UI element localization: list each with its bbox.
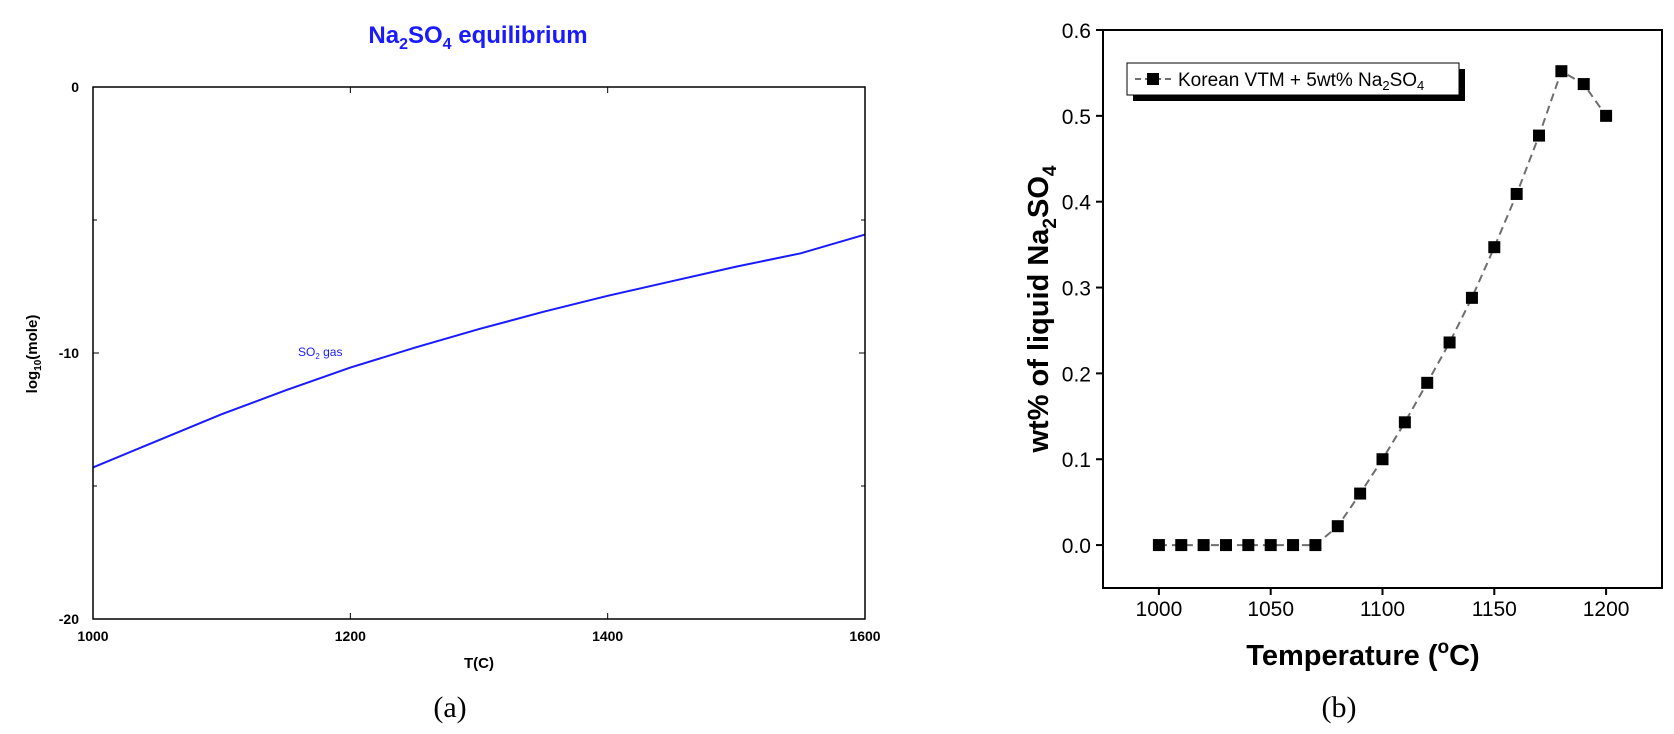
chart-a-title: Na2SO4 equilibrium: [368, 22, 587, 53]
data-point-marker: [1443, 336, 1456, 349]
chart-a-equilibrium: Na2SO4 equilibrium 1000 1200 1400 1600 0 -10…: [24, 22, 881, 724]
y-tick-label-b: 0.5: [1062, 106, 1091, 129]
data-point-marker: [1152, 539, 1165, 552]
legend-label: Korean VTM + 5wt% Na2SO4: [1178, 70, 1424, 93]
series-dashed-line: [1158, 69, 1607, 547]
data-point-marker: [1197, 539, 1210, 552]
data-point-marker: [1309, 539, 1322, 552]
y-tick-label-b: 0.2: [1062, 363, 1091, 386]
data-point-marker: [1264, 539, 1277, 552]
chart-a-series-label: SO2 gas: [298, 345, 342, 361]
y-tick-label-b: 0.1: [1062, 449, 1091, 472]
chart-a-x-axis-label: T(C): [464, 655, 494, 672]
y-tick-label-b: 0.6: [1062, 20, 1091, 43]
so2-gas-series-line: [92, 233, 866, 469]
x-tick-label-a: 1400: [592, 628, 623, 644]
y-tick-label-a: -20: [59, 611, 79, 627]
data-point-marker: [1287, 539, 1300, 552]
chart-b-y-axis-label: wt% of liquid Na2SO4: [1023, 165, 1061, 453]
chart-a-plot-frame: [92, 86, 866, 620]
caption-a: (a): [433, 691, 466, 724]
y-tick-label-b: 0.4: [1062, 192, 1092, 215]
data-point-marker: [1510, 187, 1523, 200]
data-point-marker: [1376, 453, 1389, 466]
data-point-marker: [1488, 241, 1501, 254]
data-point-marker: [1219, 539, 1232, 552]
x-tick-label-a: 1000: [77, 628, 108, 644]
chart-b-legend: Korean VTM + 5wt% Na2SO4: [1126, 62, 1465, 101]
caption-b: (b): [1322, 691, 1357, 724]
data-point-marker: [1555, 65, 1568, 78]
chart-b-liquid-na2so4: 1000 1050 1100 1150 1200 0.0 0.1 0.2 0.3 0.4 0.5 0…: [1023, 20, 1663, 724]
data-point-marker: [1398, 416, 1411, 429]
legend-box: [1126, 62, 1460, 96]
chart-b-plot-frame: [1102, 29, 1663, 589]
chart-a-y-axis-label: log10(mole): [24, 315, 44, 394]
data-point-marker: [1175, 539, 1188, 552]
x-tick-label-a: 1200: [335, 628, 366, 644]
y-tick-label-a: 0: [71, 79, 79, 95]
x-tick-label-b: 1200: [1583, 598, 1630, 621]
data-point-marker: [1533, 129, 1546, 142]
data-point-marker: [1331, 520, 1344, 533]
data-point-marker: [1577, 78, 1590, 91]
y-tick-label-b: 0.0: [1062, 535, 1091, 558]
x-tick-label-b: 1050: [1247, 598, 1294, 621]
x-tick-label-a: 1600: [849, 628, 880, 644]
x-tick-label-b: 1100: [1360, 598, 1405, 621]
data-point-marker: [1465, 291, 1478, 304]
x-tick-label-b: 1150: [1472, 598, 1517, 621]
data-point-marker: [1242, 539, 1255, 552]
data-point-marker: [1600, 109, 1613, 122]
chart-b-x-axis-label: Temperature (oC): [1246, 637, 1479, 672]
x-tick-label-b: 1000: [1136, 598, 1183, 621]
data-point-marker: [1421, 376, 1434, 389]
y-tick-label-a: -10: [59, 345, 79, 361]
y-tick-label-b: 0.3: [1062, 278, 1091, 301]
data-point-marker: [1354, 487, 1367, 500]
legend-marker: [1147, 73, 1159, 85]
